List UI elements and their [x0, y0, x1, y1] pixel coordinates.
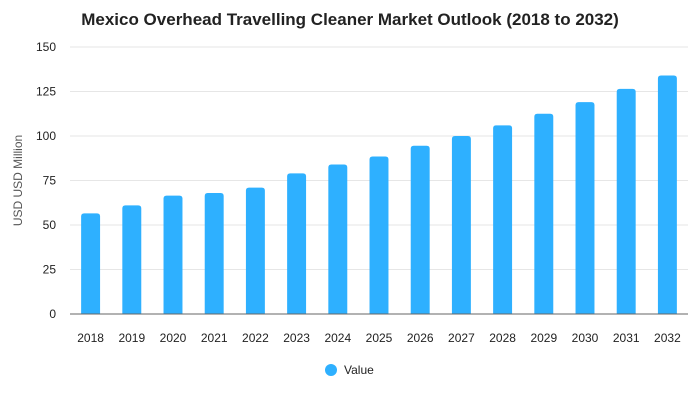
bar-2028[interactable]: [493, 125, 513, 314]
x-tick-label: 2023: [283, 331, 310, 345]
y-tick-label: 150: [36, 40, 56, 54]
bar-2024[interactable]: [328, 164, 348, 314]
bar-2027[interactable]: [451, 136, 471, 314]
legend-label-value: Value: [344, 363, 374, 377]
x-tick-label: 2020: [160, 331, 187, 345]
x-tick-label: 2028: [489, 331, 516, 345]
legend-marker-value: [325, 364, 337, 376]
y-tick-label: 25: [43, 263, 57, 277]
bar-2031[interactable]: [616, 88, 636, 314]
y-tick-label: 125: [36, 85, 56, 99]
legend[interactable]: Value: [325, 363, 374, 377]
bar-2022[interactable]: [245, 187, 265, 314]
bar-2021[interactable]: [204, 192, 224, 314]
x-tick-label: 2029: [530, 331, 557, 345]
bar-2029[interactable]: [534, 113, 554, 314]
bar-2026[interactable]: [410, 145, 430, 314]
chart-title: Mexico Overhead Travelling Cleaner Marke…: [81, 10, 619, 29]
x-tick-label: 2032: [654, 331, 681, 345]
y-axis-ticks: 0 25 50 75 100 125 150: [36, 40, 56, 321]
x-tick-label: 2024: [324, 331, 351, 345]
x-axis-ticks: 2018 2019 2020 2021 2022 2023 2024 2025 2026 2027…: [77, 331, 681, 345]
bar-2018[interactable]: [81, 213, 101, 314]
bar-2020[interactable]: [163, 195, 183, 314]
x-tick-label: 2018: [77, 331, 104, 345]
x-tick-label: 2022: [242, 331, 269, 345]
x-tick-label: 2026: [407, 331, 434, 345]
bar-2023[interactable]: [287, 173, 307, 314]
x-tick-label: 2027: [448, 331, 475, 345]
x-tick-label: 2019: [118, 331, 145, 345]
y-tick-label: 0: [49, 307, 56, 321]
x-tick-label: 2030: [572, 331, 599, 345]
bar-2019[interactable]: [122, 205, 142, 314]
x-tick-label: 2031: [613, 331, 640, 345]
x-tick-label: 2021: [201, 331, 228, 345]
x-tick-label: 2025: [366, 331, 393, 345]
y-axis-label: USD USD Million: [11, 135, 25, 226]
y-tick-label: 50: [43, 218, 57, 232]
bar-2032[interactable]: [657, 75, 677, 314]
bars: [81, 75, 677, 315]
y-tick-label: 100: [36, 129, 56, 143]
bar-2030[interactable]: [575, 102, 595, 315]
bar-2025[interactable]: [369, 156, 389, 314]
y-tick-label: 75: [43, 174, 57, 188]
